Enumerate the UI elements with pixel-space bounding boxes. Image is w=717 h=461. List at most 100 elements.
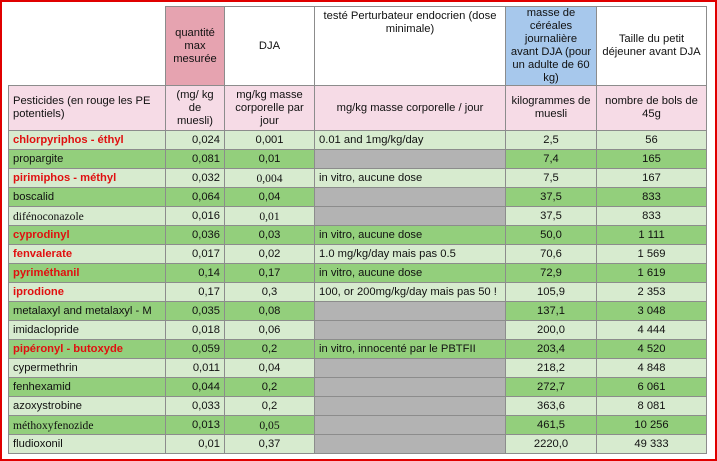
table-row: fludioxonil 0,01 0,37 2220,0 49 333	[8, 434, 707, 454]
cell-teste: in vitro, innocenté par le PBTFII	[314, 339, 506, 359]
pesticide-name: cypermethrin	[8, 358, 166, 378]
cell-masse: 37,5	[505, 187, 597, 207]
cell-bols: 833	[596, 206, 707, 226]
cell-dja: 0,37	[224, 434, 315, 454]
cell-bols: 4 444	[596, 320, 707, 340]
cell-bols: 56	[596, 130, 707, 150]
pesticide-name: azoxystrobine	[8, 396, 166, 416]
cell-quantite: 0,017	[165, 244, 225, 264]
cell-masse: 203,4	[505, 339, 597, 359]
table-row: fenvalerate 0,017 0,02 1.0 mg/kg/day mais p…	[8, 244, 707, 264]
pesticide-name: cyprodinyl	[8, 225, 166, 245]
cell-dja: 0,17	[224, 263, 315, 283]
pesticide-name: chlorpyriphos - éthyl	[8, 130, 166, 150]
cell-bols: 1 111	[596, 225, 707, 245]
pesticide-name: difénoconazole	[8, 206, 166, 226]
cell-teste	[314, 206, 506, 226]
cell-quantite: 0,032	[165, 168, 225, 188]
cell-bols: 2 353	[596, 282, 707, 302]
table-row: cyprodinyl 0,036 0,03 in vitro, aucune dose…	[8, 225, 707, 245]
pesticide-name: propargite	[8, 149, 166, 169]
cell-masse: 72,9	[505, 263, 597, 283]
units-taille: nombre de bols de 45g	[596, 85, 707, 131]
cell-dja: 0,01	[224, 206, 315, 226]
cell-masse: 7,5	[505, 168, 597, 188]
cell-dja: 0,06	[224, 320, 315, 340]
cell-quantite: 0,035	[165, 301, 225, 321]
cell-teste: in vitro, aucune dose	[314, 168, 506, 188]
cell-quantite: 0,024	[165, 130, 225, 150]
cell-masse: 7,4	[505, 149, 597, 169]
cell-quantite: 0,018	[165, 320, 225, 340]
cell-quantite: 0,036	[165, 225, 225, 245]
units-dja: mg/kg masse corporelle par jour	[224, 85, 315, 131]
header-empty-cell	[8, 6, 166, 86]
cell-teste	[314, 434, 506, 454]
units-pesticides: Pesticides (en rouge les PE potentiels)	[8, 85, 166, 131]
cell-dja: 0,04	[224, 358, 315, 378]
cell-bols: 1 619	[596, 263, 707, 283]
cell-masse: 137,1	[505, 301, 597, 321]
cell-masse: 37,5	[505, 206, 597, 226]
cell-teste	[314, 358, 506, 378]
cell-masse: 50,0	[505, 225, 597, 245]
cell-dja: 0,02	[224, 244, 315, 264]
cell-quantite: 0,01	[165, 434, 225, 454]
cell-quantite: 0,17	[165, 282, 225, 302]
cell-teste: 0.01 and 1mg/kg/day	[314, 130, 506, 150]
pesticides-table: quantité max mesurée DJA testé Perturbat…	[8, 6, 707, 454]
cell-masse: 105,9	[505, 282, 597, 302]
header-teste: testé Perturbateur endocrien (dose minim…	[314, 6, 506, 86]
units-row: Pesticides (en rouge les PE potentiels) …	[8, 85, 707, 131]
cell-teste	[314, 320, 506, 340]
cell-masse: 272,7	[505, 377, 597, 397]
units-masse: kilogrammes de muesli	[505, 85, 597, 131]
cell-masse: 70,6	[505, 244, 597, 264]
pesticide-name: iprodione	[8, 282, 166, 302]
cell-dja: 0,004	[224, 168, 315, 188]
table-row: propargite 0,081 0,01 7,4 165	[8, 149, 707, 169]
cell-dja: 0,04	[224, 187, 315, 207]
cell-dja: 0,2	[224, 396, 315, 416]
cell-quantite: 0,016	[165, 206, 225, 226]
table-row: iprodione 0,17 0,3 100, or 200mg/kg/day mai…	[8, 282, 707, 302]
cell-teste	[314, 415, 506, 435]
cell-teste: in vitro, aucune dose	[314, 225, 506, 245]
header-row: quantité max mesurée DJA testé Perturbat…	[8, 6, 707, 86]
pesticide-name: imidaclopride	[8, 320, 166, 340]
cell-bols: 4 520	[596, 339, 707, 359]
cell-dja: 0,2	[224, 339, 315, 359]
cell-teste: 100, or 200mg/kg/day mais pas 50 !	[314, 282, 506, 302]
table-row: difénoconazole 0,016 0,01 37,5 833	[8, 206, 707, 226]
cell-masse: 218,2	[505, 358, 597, 378]
cell-bols: 165	[596, 149, 707, 169]
table-row: pipéronyl - butoxyde 0,059 0,2 in vitro, in…	[8, 339, 707, 359]
cell-teste	[314, 396, 506, 416]
pesticide-name: fludioxonil	[8, 434, 166, 454]
cell-dja: 0,001	[224, 130, 315, 150]
cell-teste: 1.0 mg/kg/day mais pas 0.5	[314, 244, 506, 264]
pesticide-name: pipéronyl - butoxyde	[8, 339, 166, 359]
header-quantite: quantité max mesurée	[165, 6, 225, 86]
cell-quantite: 0,044	[165, 377, 225, 397]
cell-bols: 3 048	[596, 301, 707, 321]
cell-quantite: 0,059	[165, 339, 225, 359]
pesticide-name: pyriméthanil	[8, 263, 166, 283]
cell-bols: 6 061	[596, 377, 707, 397]
cell-teste: in vitro, aucune dose	[314, 263, 506, 283]
pesticide-name: metalaxyl and metalaxyl - M	[8, 301, 166, 321]
cell-bols: 8 081	[596, 396, 707, 416]
cell-masse: 2220,0	[505, 434, 597, 454]
cell-dja: 0,03	[224, 225, 315, 245]
table-row: azoxystrobine 0,033 0,2 363,6 8 081	[8, 396, 707, 416]
pesticide-name: méthoxyfenozide	[8, 415, 166, 435]
table-row: méthoxyfenozide 0,013 0,05 461,5 10 256	[8, 415, 707, 435]
cell-bols: 4 848	[596, 358, 707, 378]
cell-masse: 363,6	[505, 396, 597, 416]
cell-masse: 2,5	[505, 130, 597, 150]
cell-bols: 10 256	[596, 415, 707, 435]
cell-teste	[314, 377, 506, 397]
header-taille: Taille du petit déjeuner avant DJA	[596, 6, 707, 86]
cell-masse: 200,0	[505, 320, 597, 340]
cell-dja: 0,08	[224, 301, 315, 321]
